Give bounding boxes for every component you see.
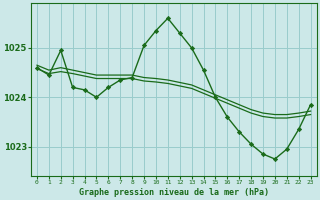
X-axis label: Graphe pression niveau de la mer (hPa): Graphe pression niveau de la mer (hPa) xyxy=(79,188,269,197)
